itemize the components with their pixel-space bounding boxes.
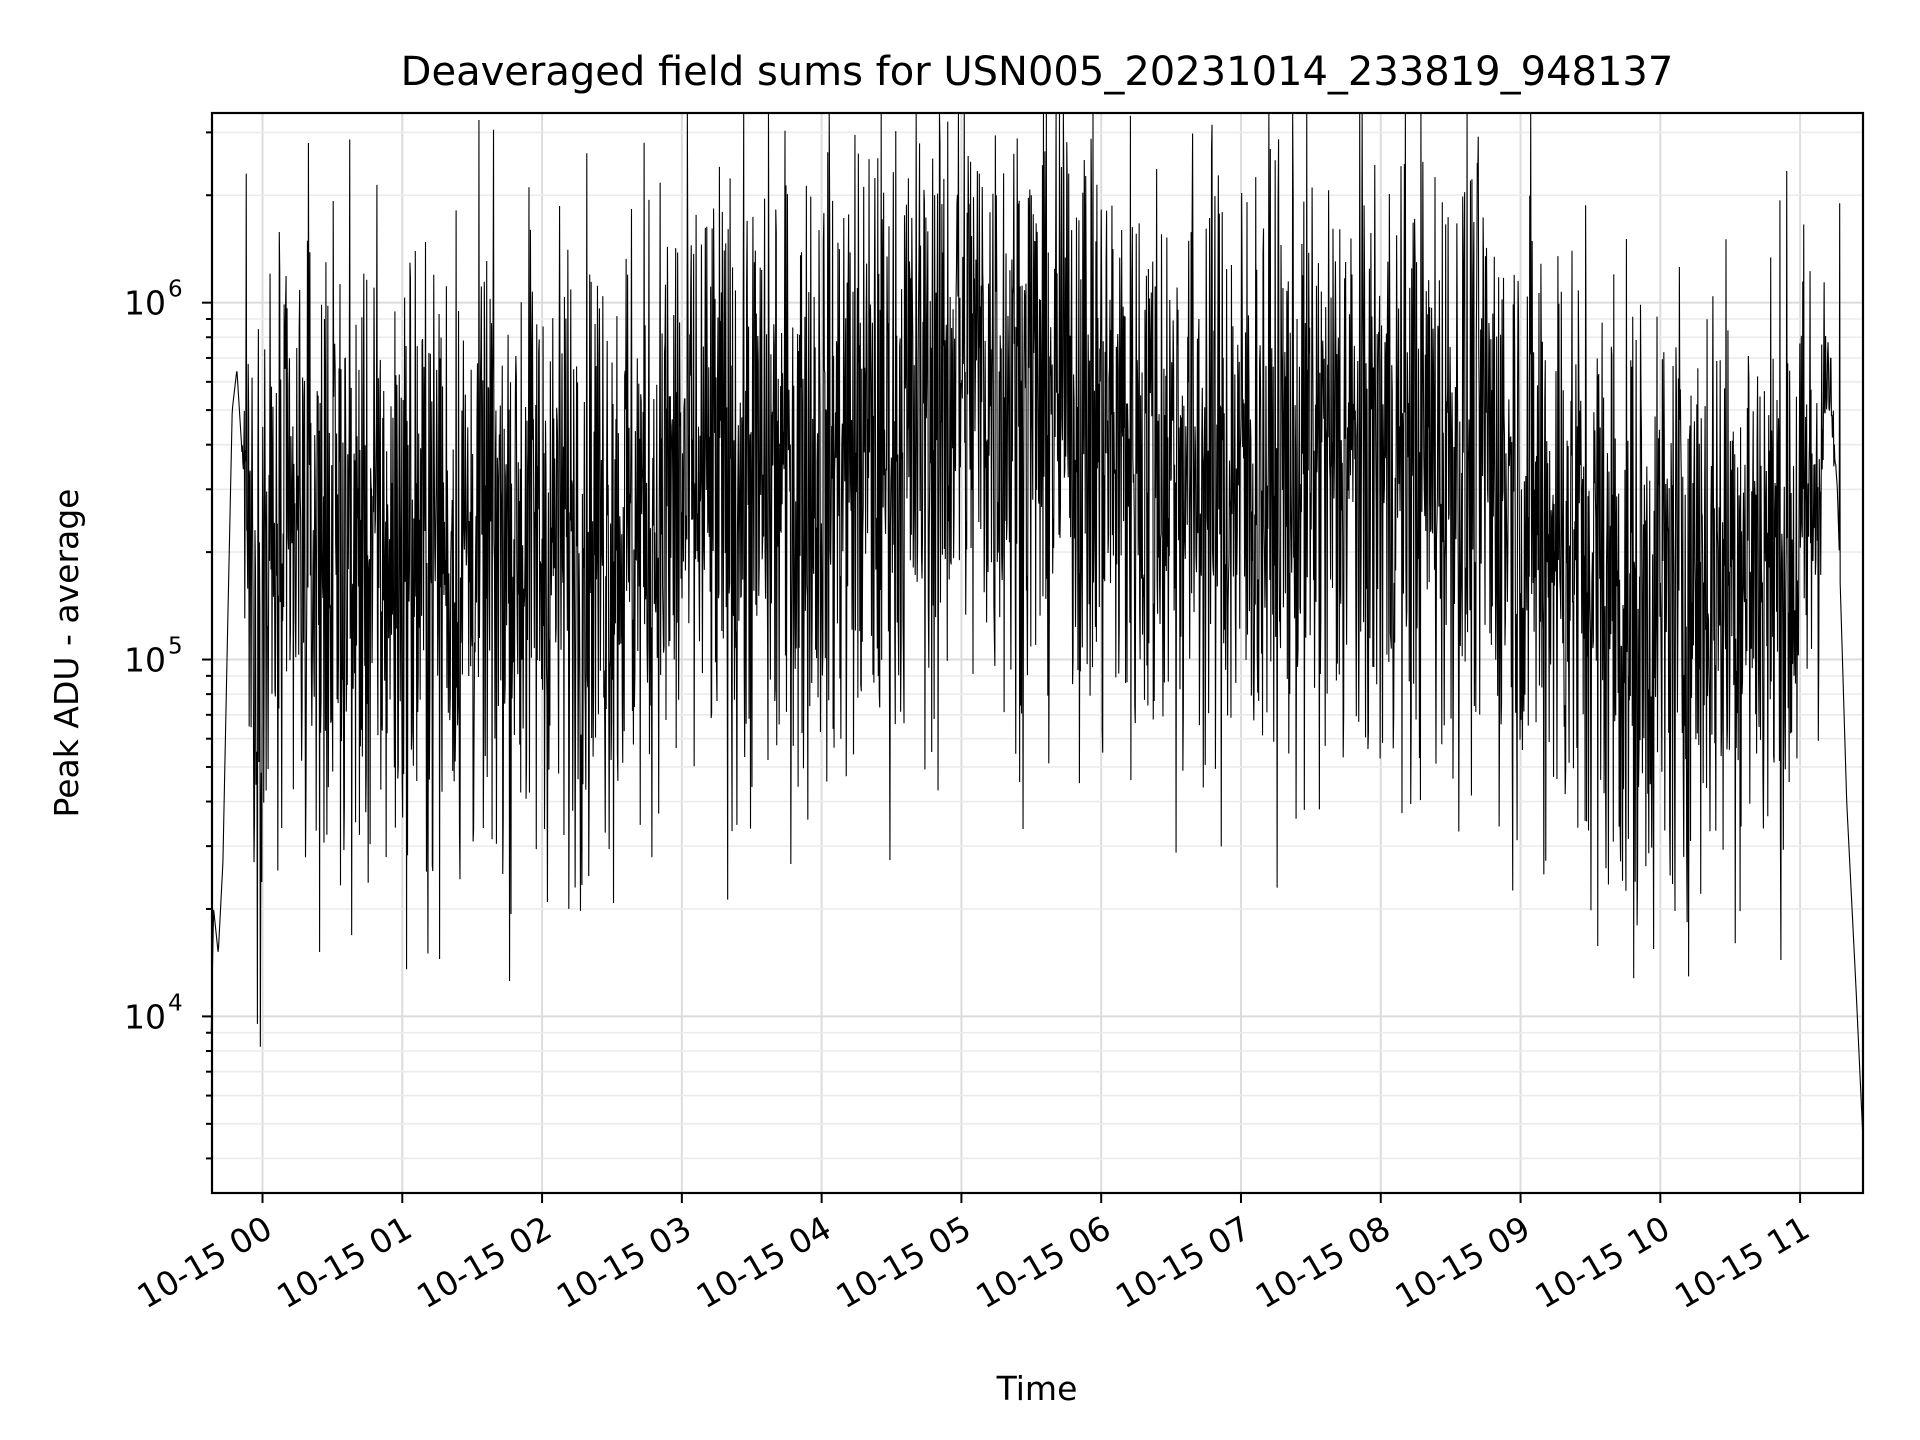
y-tick-label-base: 10 — [124, 641, 166, 680]
x-tick-label: 10-15 08 — [1249, 1208, 1397, 1316]
series-layer — [210, 112, 1864, 1141]
x-tick-label: 10-15 02 — [410, 1208, 558, 1316]
y-tick-label-exp: 5 — [168, 634, 183, 660]
y-tick-label: 10 6 — [124, 277, 183, 323]
x-axis-label: Time — [996, 1369, 1078, 1408]
grid-layer — [212, 113, 1863, 1193]
x-tick-label: 10-15 03 — [550, 1208, 698, 1316]
plot-frame — [210, 111, 1865, 1195]
x-tick-label: 10-15 07 — [1109, 1208, 1257, 1316]
x-tick-label: 10-15 00 — [131, 1208, 279, 1316]
x-tick-label: 10-15 01 — [270, 1208, 418, 1316]
y-tick-label: 10 5 — [124, 634, 183, 680]
y-tick-label-base: 10 — [124, 997, 166, 1036]
series-line — [210, 112, 1864, 1141]
y-axis-label: Peak ADU - average — [47, 489, 86, 818]
y-tick-label-base: 10 — [124, 284, 166, 323]
y-tick-label-exp: 4 — [168, 990, 183, 1016]
x-tick-label: 10-15 05 — [829, 1208, 977, 1316]
y-tick-label-exp: 6 — [168, 277, 183, 303]
x-tick-label: 10-15 11 — [1668, 1208, 1816, 1316]
chart-title: Deaveraged field sums for USN005_2023101… — [401, 49, 1674, 95]
x-tick-label: 10-15 06 — [969, 1208, 1117, 1316]
x-tick-label: 10-15 10 — [1528, 1208, 1676, 1316]
x-tick-label: 10-15 09 — [1389, 1208, 1537, 1316]
x-tick-label: 10-15 04 — [690, 1208, 838, 1316]
y-tick-label: 10 4 — [124, 990, 183, 1036]
